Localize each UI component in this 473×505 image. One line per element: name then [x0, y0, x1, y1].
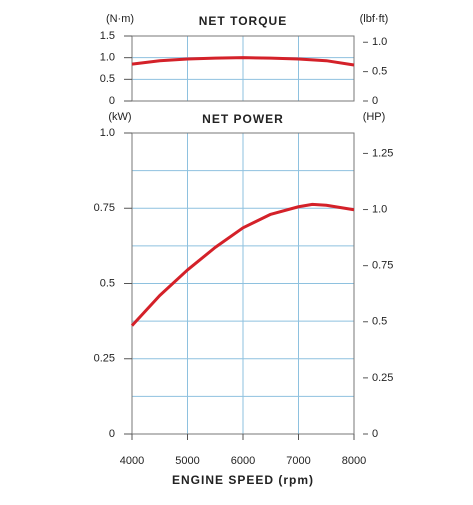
y2-tick-label: 1.25 — [372, 147, 393, 159]
chart-title: NET POWER — [202, 112, 284, 126]
y2-tick-label: 1.0 — [372, 203, 387, 215]
x-tick-label: 4000 — [120, 455, 144, 467]
x-tick-label: 5000 — [175, 455, 199, 467]
y-tick-label: 1.5 — [100, 30, 115, 42]
y-tick-label: 0 — [109, 428, 115, 440]
x-tick-label: 6000 — [231, 455, 255, 467]
y-tick-label: 1.0 — [100, 52, 115, 64]
y-axis-unit: (N·m) — [106, 13, 134, 25]
y2-axis-unit: (lbf·ft) — [360, 13, 389, 25]
y-tick-label: 1.0 — [100, 127, 115, 139]
y2-tick-label: 1.0 — [372, 36, 387, 48]
y2-tick-label: 0.75 — [372, 260, 393, 272]
y-tick-label: 0.75 — [94, 202, 115, 214]
plot-frame — [131, 35, 355, 102]
y2-axis-unit: (HP) — [363, 111, 386, 123]
y2-tick-label: 0 — [372, 428, 378, 440]
y2-tick-label: 0.25 — [372, 372, 393, 384]
y-tick-label: 0.5 — [100, 73, 115, 85]
y-tick-label: 0.25 — [94, 353, 115, 365]
y2-tick-label: 0.5 — [372, 66, 387, 78]
chart-title: NET TORQUE — [199, 14, 287, 28]
y2-tick-label: 0 — [372, 95, 378, 107]
y2-tick-label: 0.5 — [372, 316, 387, 328]
x-tick-label: 8000 — [342, 455, 366, 467]
y-axis-unit: (kW) — [108, 111, 131, 123]
data-line — [130, 202, 355, 327]
y-tick-label: 0.5 — [100, 277, 115, 289]
data-line — [131, 56, 355, 67]
x-axis-label: ENGINE SPEED (rpm) — [172, 473, 314, 487]
x-tick-label: 7000 — [286, 455, 310, 467]
y-tick-label: 0 — [109, 95, 115, 107]
